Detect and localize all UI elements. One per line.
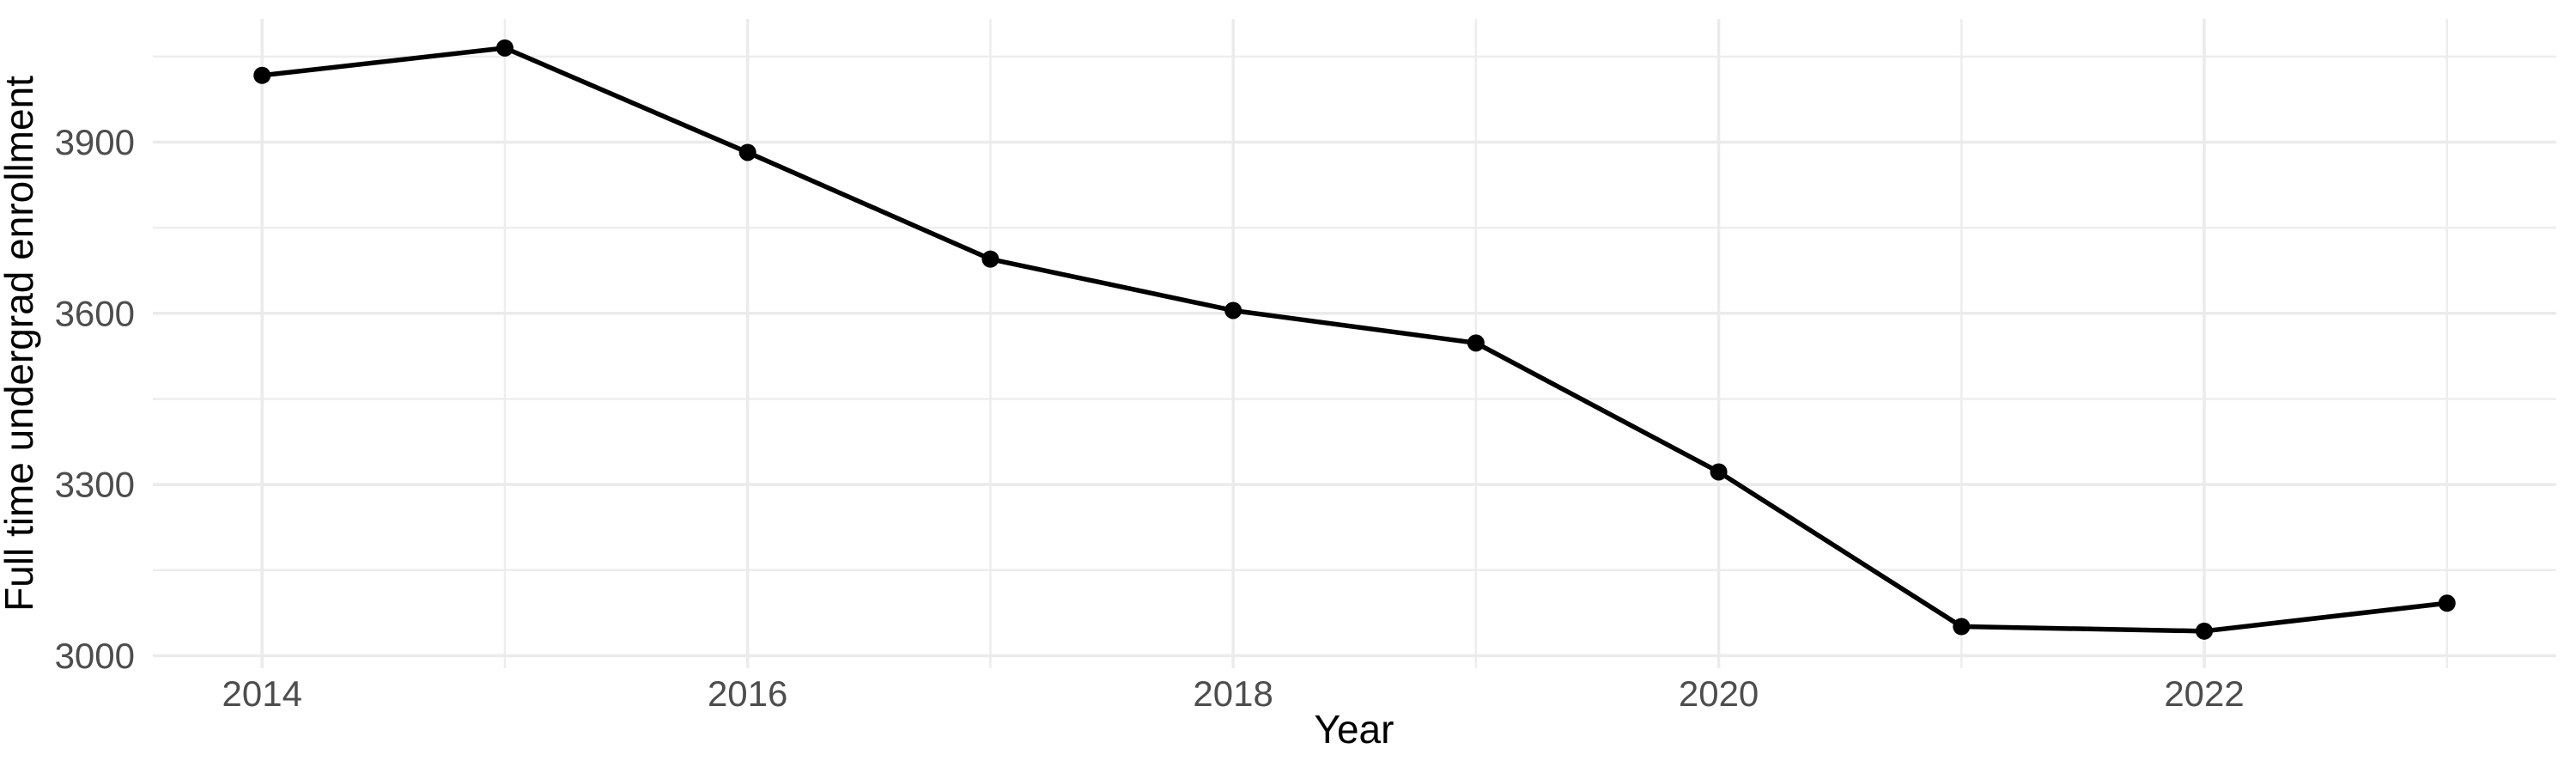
data-point (1224, 301, 1242, 320)
data-point (2438, 594, 2456, 612)
data-point (2196, 622, 2214, 640)
x-tick-label: 2016 (708, 673, 787, 714)
y-tick-label: 3300 (55, 465, 135, 505)
data-point (981, 250, 999, 268)
x-axis-tick-labels: 2014 2016 2018 2020 2022 (222, 673, 2245, 714)
y-axis-title: Full time undergrad enrollment (0, 76, 41, 612)
data-point (1467, 334, 1485, 352)
y-tick-label: 3900 (55, 122, 135, 162)
y-tick-label: 3000 (55, 636, 135, 676)
x-axis-title: Year (1315, 707, 1394, 752)
data-point (1953, 618, 1971, 636)
data-point (253, 66, 271, 84)
major-gridlines (153, 19, 2556, 668)
data-point (738, 143, 756, 161)
minor-gridlines (153, 19, 2556, 668)
y-tick-label: 3600 (55, 293, 135, 333)
series-line (261, 46, 2448, 634)
data-point (495, 39, 513, 57)
x-tick-label: 2020 (1679, 673, 1759, 714)
x-tick-label: 2022 (2164, 673, 2244, 714)
x-tick-label: 2014 (222, 673, 302, 714)
x-tick-label: 2018 (1193, 673, 1273, 714)
y-axis-tick-labels: 3000 3300 3600 3900 (55, 122, 135, 676)
data-point (1710, 463, 1728, 481)
line-series (253, 39, 2456, 640)
